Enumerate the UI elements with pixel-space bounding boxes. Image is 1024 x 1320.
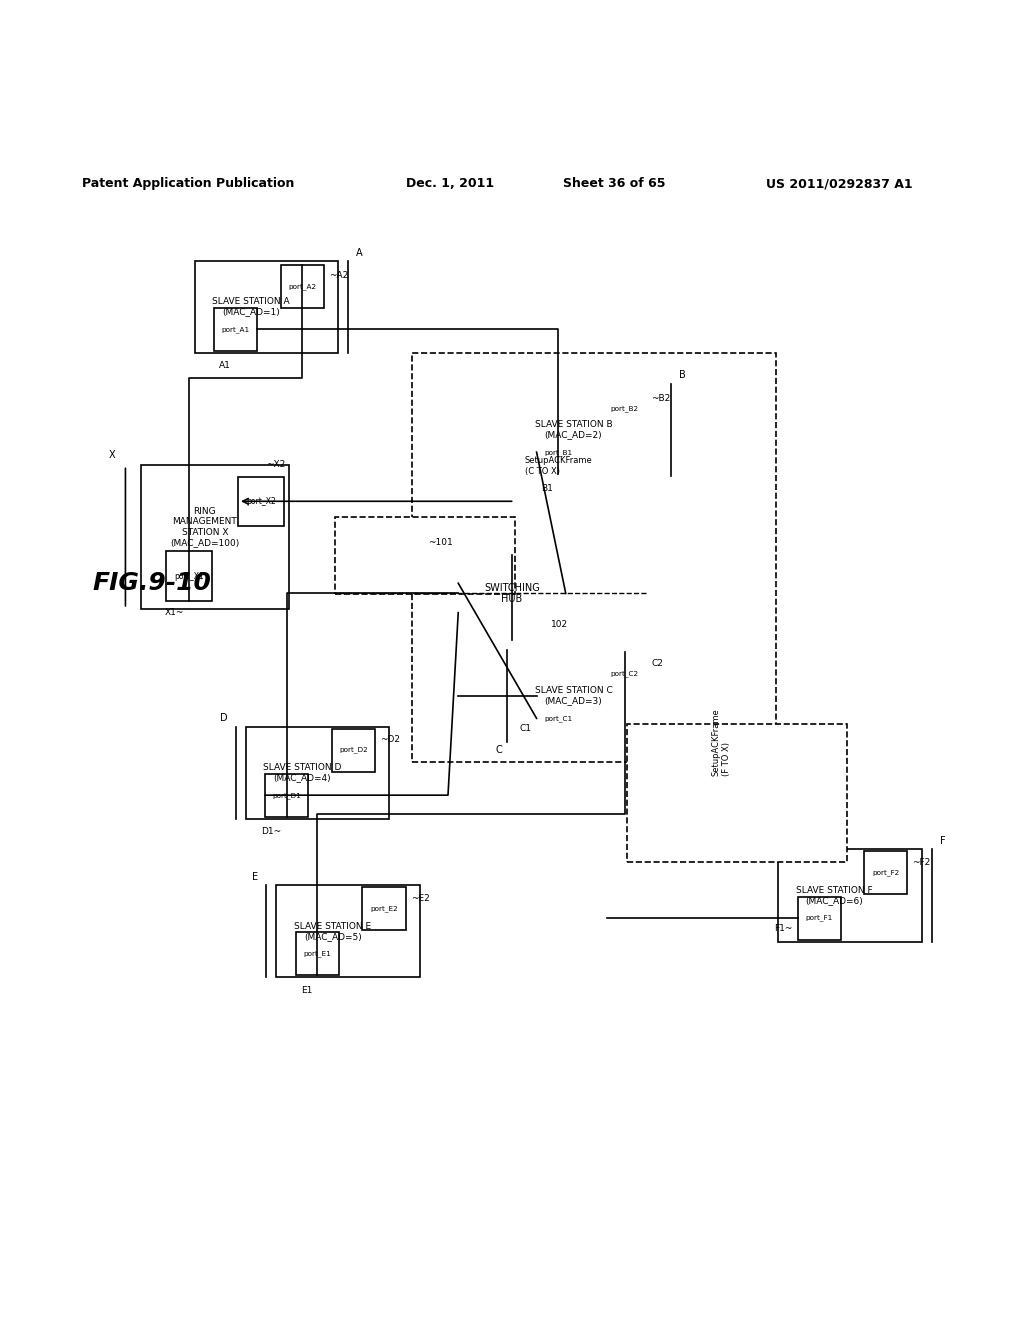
- FancyBboxPatch shape: [778, 850, 922, 941]
- Text: ~A2: ~A2: [329, 272, 348, 281]
- Text: SetupACKFrame
(C TO X): SetupACKFrame (C TO X): [524, 457, 593, 475]
- Text: port_A1: port_A1: [221, 326, 250, 333]
- Text: RING
MANAGEMENT
STATION X
(MAC_AD=100): RING MANAGEMENT STATION X (MAC_AD=100): [170, 507, 240, 546]
- FancyBboxPatch shape: [798, 896, 841, 940]
- FancyBboxPatch shape: [195, 260, 338, 352]
- Text: SLAVE STATION C
(MAC_AD=3): SLAVE STATION C (MAC_AD=3): [535, 686, 612, 705]
- Text: SLAVE STATION E
(MAC_AD=5): SLAVE STATION E (MAC_AD=5): [294, 921, 372, 941]
- Text: FIG.9-10: FIG.9-10: [92, 572, 211, 595]
- Text: ~101: ~101: [428, 537, 453, 546]
- Text: E1: E1: [301, 986, 312, 995]
- FancyBboxPatch shape: [537, 697, 580, 741]
- FancyBboxPatch shape: [603, 652, 646, 694]
- Text: SLAVE STATION D
(MAC_AD=4): SLAVE STATION D (MAC_AD=4): [263, 763, 341, 783]
- Text: SetupACKFrame
(F TO X): SetupACKFrame (F TO X): [712, 708, 731, 776]
- FancyBboxPatch shape: [296, 932, 339, 975]
- Text: 102: 102: [551, 619, 568, 628]
- Text: Sheet 36 of 65: Sheet 36 of 65: [563, 177, 666, 190]
- Text: port_E2: port_E2: [370, 906, 398, 912]
- Text: ~E2: ~E2: [411, 894, 429, 903]
- Text: port_C2: port_C2: [610, 671, 639, 677]
- Text: F1~: F1~: [774, 924, 793, 933]
- FancyBboxPatch shape: [332, 729, 375, 772]
- FancyBboxPatch shape: [517, 384, 660, 475]
- Text: port_A2: port_A2: [288, 282, 316, 289]
- FancyBboxPatch shape: [336, 517, 514, 594]
- FancyBboxPatch shape: [214, 308, 257, 351]
- Text: SLAVE STATION B
(MAC_AD=2): SLAVE STATION B (MAC_AD=2): [535, 420, 612, 440]
- Text: port_B1: port_B1: [544, 449, 572, 455]
- FancyBboxPatch shape: [412, 352, 776, 763]
- FancyBboxPatch shape: [265, 774, 308, 817]
- Text: port_C1: port_C1: [544, 715, 572, 722]
- FancyBboxPatch shape: [864, 851, 907, 895]
- Text: A: A: [356, 248, 362, 257]
- Text: ~B2: ~B2: [651, 395, 671, 404]
- Text: B1: B1: [541, 484, 553, 492]
- Text: C: C: [495, 744, 502, 755]
- Text: port_D1: port_D1: [272, 792, 301, 799]
- Text: E: E: [252, 873, 258, 882]
- Text: SLAVE STATION A
(MAC_AD=1): SLAVE STATION A (MAC_AD=1): [212, 297, 290, 317]
- Text: B: B: [679, 371, 686, 380]
- FancyBboxPatch shape: [276, 886, 420, 977]
- FancyBboxPatch shape: [537, 430, 580, 474]
- Text: port_E1: port_E1: [303, 950, 332, 957]
- Text: X: X: [109, 450, 116, 461]
- Text: D1~: D1~: [261, 826, 282, 836]
- Text: port_F1: port_F1: [806, 915, 833, 921]
- Text: ~F2: ~F2: [912, 858, 931, 867]
- Text: port_X1: port_X1: [174, 572, 205, 581]
- Text: X1~: X1~: [165, 609, 184, 618]
- Text: SLAVE STATION F
(MAC_AD=6): SLAVE STATION F (MAC_AD=6): [797, 886, 872, 906]
- Text: D: D: [220, 714, 227, 723]
- FancyBboxPatch shape: [166, 552, 213, 601]
- Text: port_B2: port_B2: [610, 405, 639, 412]
- FancyBboxPatch shape: [603, 388, 646, 430]
- Text: C1: C1: [519, 725, 531, 733]
- Text: port_D2: port_D2: [339, 747, 368, 754]
- Text: Dec. 1, 2011: Dec. 1, 2011: [407, 177, 495, 190]
- Text: port_F2: port_F2: [872, 870, 899, 876]
- FancyBboxPatch shape: [459, 554, 565, 632]
- Text: Patent Application Publication: Patent Application Publication: [82, 177, 294, 190]
- FancyBboxPatch shape: [362, 887, 406, 931]
- Text: F: F: [940, 837, 945, 846]
- FancyBboxPatch shape: [246, 726, 389, 818]
- Text: ~D2: ~D2: [380, 735, 400, 744]
- Text: SWITCHING
HUB: SWITCHING HUB: [484, 582, 540, 605]
- FancyBboxPatch shape: [238, 477, 285, 525]
- Text: ~X2: ~X2: [266, 459, 286, 469]
- Text: US 2011/0292837 A1: US 2011/0292837 A1: [766, 177, 913, 190]
- FancyBboxPatch shape: [627, 723, 847, 862]
- FancyBboxPatch shape: [141, 466, 289, 609]
- FancyBboxPatch shape: [517, 649, 660, 742]
- Text: A1: A1: [218, 360, 230, 370]
- FancyBboxPatch shape: [281, 265, 324, 308]
- Text: C2: C2: [651, 659, 664, 668]
- Text: port_X2: port_X2: [246, 496, 276, 506]
